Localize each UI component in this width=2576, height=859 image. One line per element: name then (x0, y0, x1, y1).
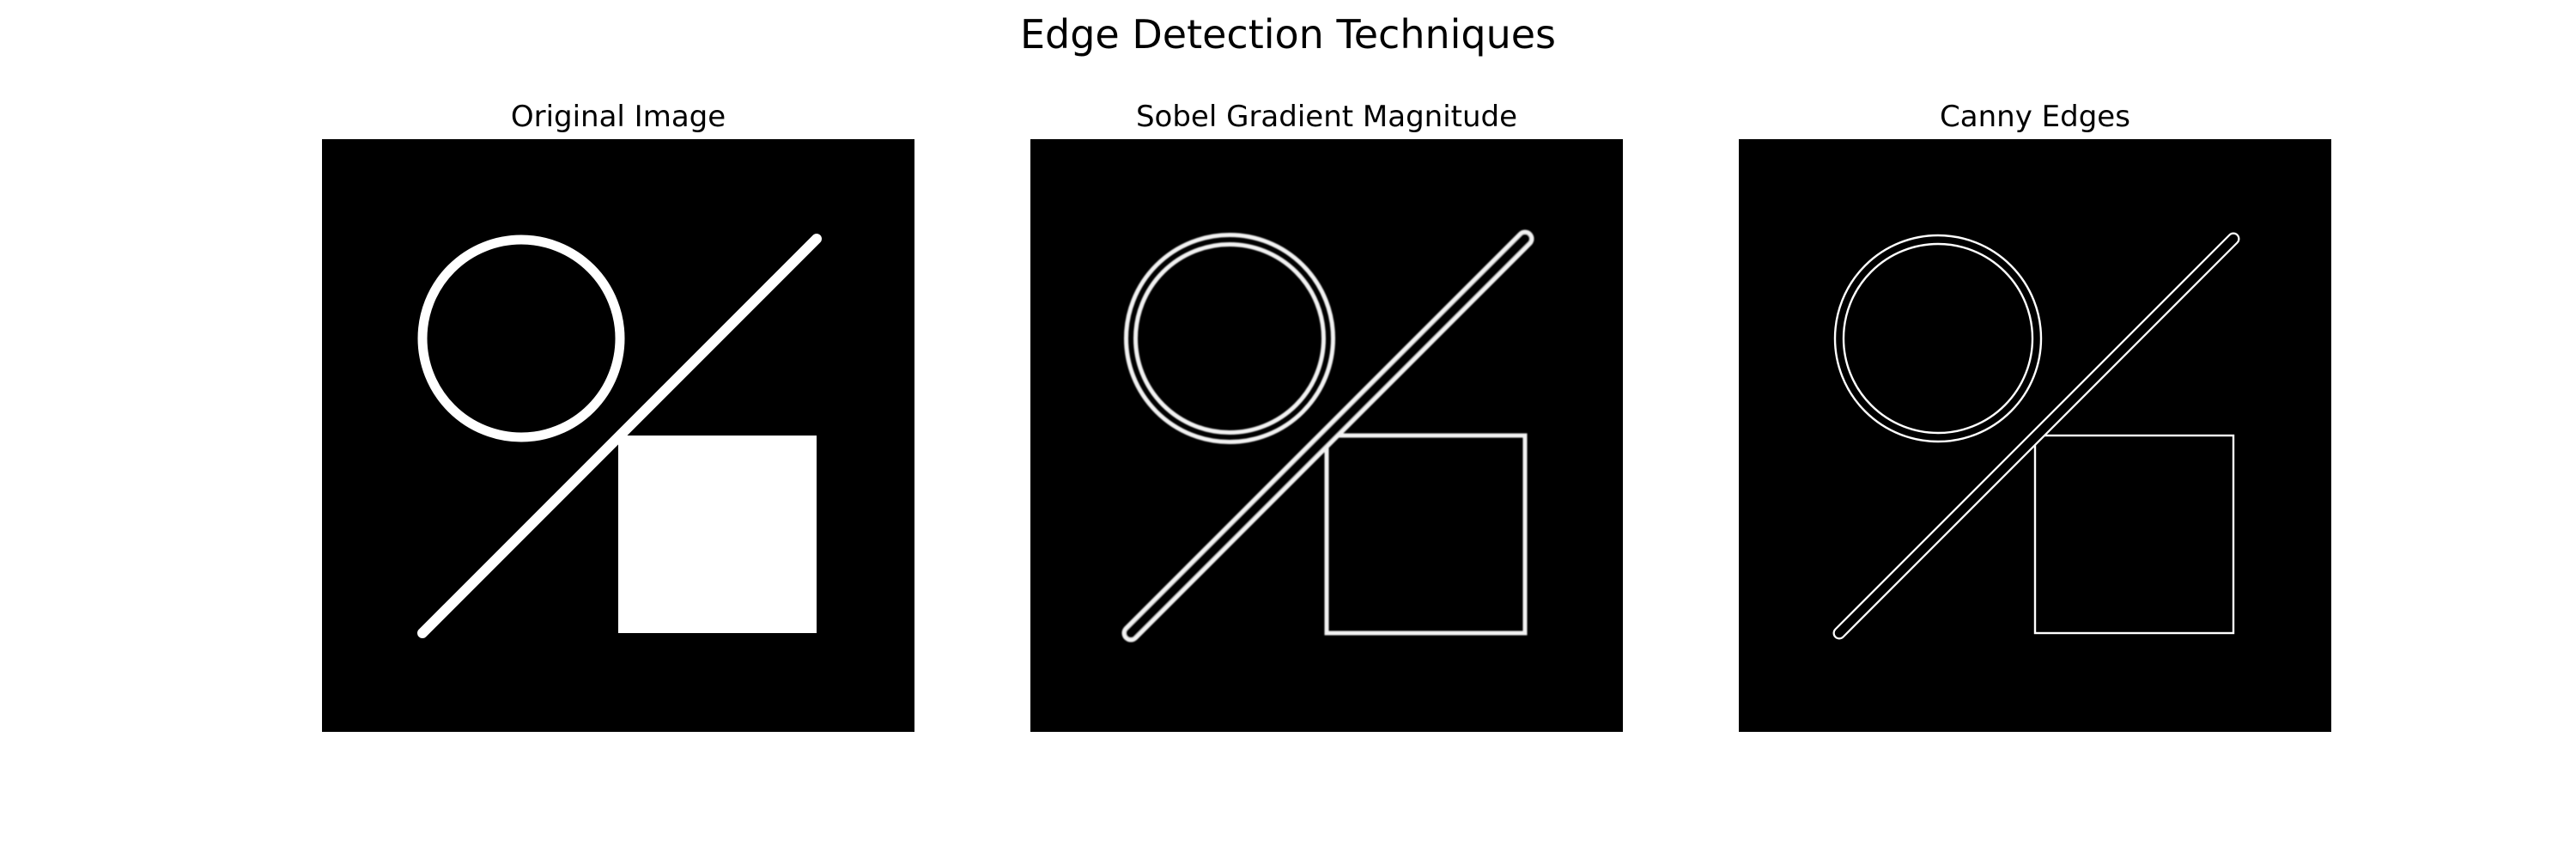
panel-title-sobel: Sobel Gradient Magnitude (1135, 100, 1518, 134)
square-shape (618, 436, 817, 633)
circle-shape (417, 235, 625, 442)
sobel-image (1030, 139, 1623, 732)
circle-outer-canny-edge (1833, 234, 2043, 443)
canny-image-panel (1739, 139, 2331, 732)
panel-title-original: Original Image (510, 100, 726, 134)
square-edge (1324, 433, 1528, 636)
circle-outer-edge (1124, 233, 1335, 444)
sobel-image-panel (1030, 139, 1623, 732)
panel-title-canny: Canny Edges (1940, 100, 2130, 134)
original-image-panel (322, 139, 914, 732)
figure-title: Edge Detection Techniques (1019, 11, 1557, 58)
original-image (322, 139, 914, 732)
circle-inner-edge (1133, 242, 1326, 435)
canny-image (1739, 139, 2331, 732)
circle-inner-canny-edge (1842, 242, 2034, 435)
square-canny-edge (2033, 434, 2235, 635)
